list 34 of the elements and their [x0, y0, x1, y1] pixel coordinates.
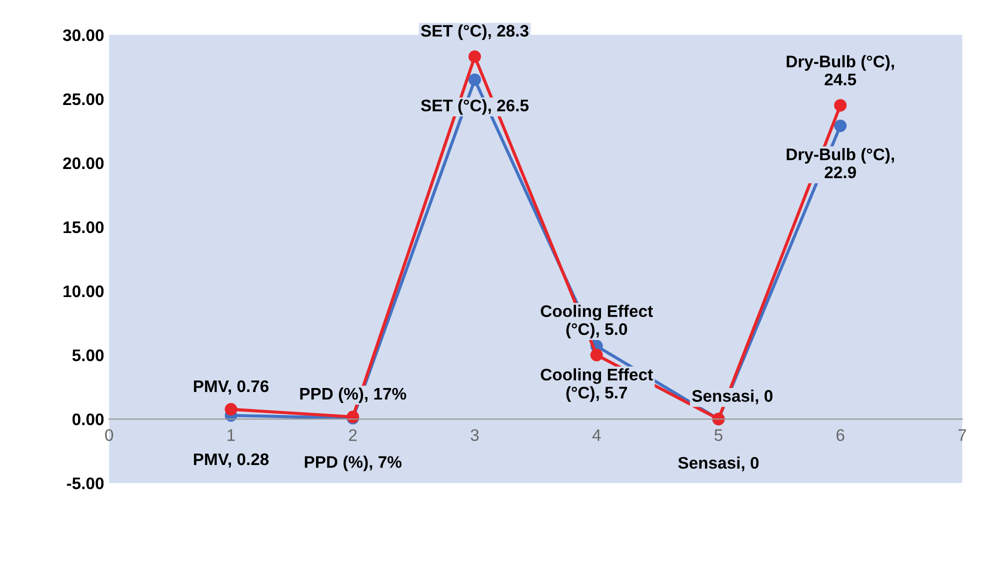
annotation: Cooling Effect (°C), 5.7: [540, 368, 653, 402]
annotation: Sensasi, 0: [692, 390, 772, 404]
x-tick-label: 4: [592, 429, 601, 441]
x-tick-label: 3: [470, 429, 479, 442]
y-tick-label: 0.00: [72, 413, 104, 426]
y-tick-label: 20.00: [63, 157, 104, 170]
annotation: SET (°C), 26.5: [420, 99, 529, 115]
annotation: PPD (%), 7%: [304, 456, 402, 472]
y-tick-label: 30.00: [62, 29, 104, 42]
annotation: Dry-Bulb (°C), 24.5: [786, 55, 894, 86]
y-tick-label: 15.00: [64, 221, 104, 234]
point: [468, 50, 481, 63]
annotation: PMV, 0.76: [194, 380, 269, 395]
annotation: Cooling Effect (°C), 5.0: [540, 304, 653, 338]
y-tick-label: -5.00: [66, 477, 104, 490]
point: [590, 348, 603, 362]
point: [834, 120, 847, 132]
point: [834, 99, 847, 112]
y-tick-label: 25.00: [63, 93, 104, 106]
x-tick-label: 0: [105, 429, 114, 442]
point: [468, 73, 481, 86]
x-tick-label: 2: [349, 429, 357, 441]
x-tick-label: 5: [714, 429, 722, 442]
x-tick-label: 1: [228, 429, 235, 441]
y-tick-label: 5.00: [72, 349, 104, 362]
annotation: SET (°C), 28.3: [420, 24, 528, 40]
x-tick-label: 7: [958, 429, 966, 441]
annotation: PMV, 0.28: [194, 453, 269, 468]
annotation: PPD (%), 17%: [300, 387, 406, 403]
x-tick-label: 6: [836, 429, 844, 442]
annotation: Sensasi, 0: [678, 456, 759, 472]
point: [224, 403, 238, 416]
y-tick-label: 10.00: [64, 285, 104, 298]
annotation: Dry-Bulb (°C), 22.9: [786, 148, 894, 178]
